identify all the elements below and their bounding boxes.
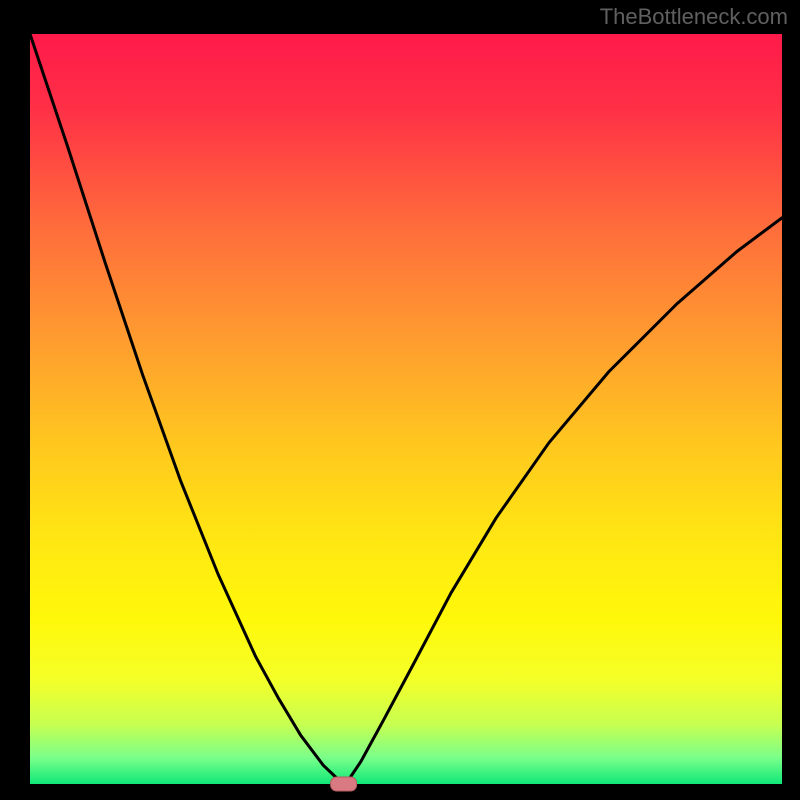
watermark-text: TheBottleneck.com <box>600 4 788 30</box>
vertex-marker <box>331 777 357 791</box>
plot-area <box>30 34 782 784</box>
bottleneck-chart <box>0 0 800 800</box>
chart-container: TheBottleneck.com <box>0 0 800 800</box>
